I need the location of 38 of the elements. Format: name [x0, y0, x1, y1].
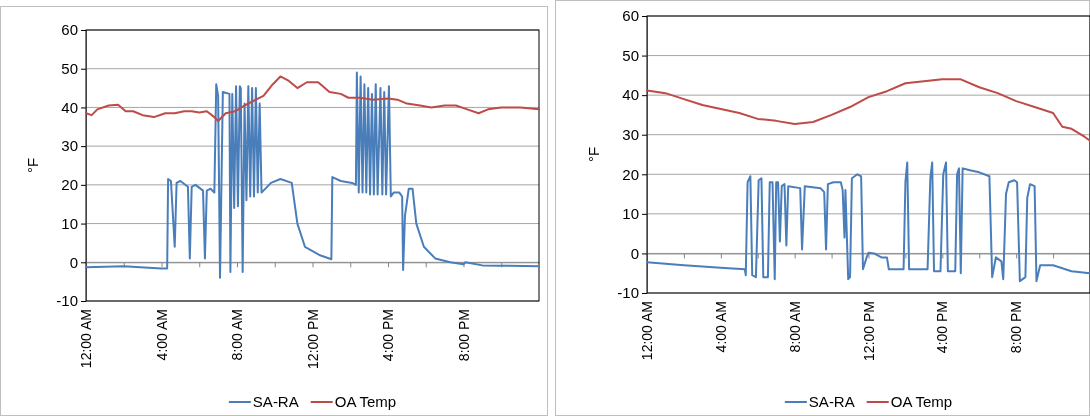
y-tick-label: 50: [622, 46, 639, 64]
x-tick-label: 8:00 PM: [1008, 301, 1025, 354]
x-tick-label: 12:00 AM: [78, 309, 94, 369]
legend-label: OA Temp: [334, 393, 397, 410]
x-tick-label: 12:00 PM: [860, 301, 877, 361]
line-series: [85, 71, 540, 279]
y-tick-label: 10: [61, 214, 78, 232]
legend-label: SA-RA: [808, 393, 855, 410]
line-series: [646, 78, 1090, 142]
legend-label: SA-RA: [252, 393, 299, 410]
y-tick-label: 40: [622, 86, 639, 104]
y-tick-label: 60: [622, 7, 639, 25]
y-tick-label: 0: [69, 253, 78, 271]
y-tick-label: 10: [622, 205, 639, 223]
x-tick-label: 8:00 AM: [786, 301, 803, 353]
y-tick-label: 40: [61, 98, 78, 116]
y-tick-label: -10: [56, 292, 78, 310]
y-tick-label: 30: [61, 137, 78, 155]
y-tick-label: 20: [61, 176, 78, 194]
x-tick-label: 12:00 PM: [304, 309, 321, 369]
legend-label: OA Temp: [890, 393, 953, 410]
y-tick-label: 50: [61, 60, 78, 78]
x-tick-label: 8:00 PM: [455, 309, 472, 362]
y-tick-label: 20: [622, 165, 639, 183]
y-axis-title: °F: [585, 146, 602, 163]
line-series: [85, 75, 540, 122]
y-tick-label: 60: [61, 21, 78, 39]
x-tick-label: 8:00 AM: [229, 309, 245, 361]
line-series: [646, 161, 1090, 283]
y-tick-label: 30: [622, 126, 639, 144]
y-axis-title: °F: [24, 157, 41, 174]
y-tick-label: 0: [630, 244, 639, 262]
x-tick-label: 4:00 PM: [380, 309, 396, 362]
x-tick-label: 4:00 PM: [934, 301, 951, 354]
x-tick-label: 4:00 AM: [712, 301, 729, 353]
x-tick-label: 12:00 AM: [639, 301, 655, 361]
y-tick-label: -10: [617, 284, 639, 302]
x-tick-label: 4:00 AM: [153, 309, 170, 361]
